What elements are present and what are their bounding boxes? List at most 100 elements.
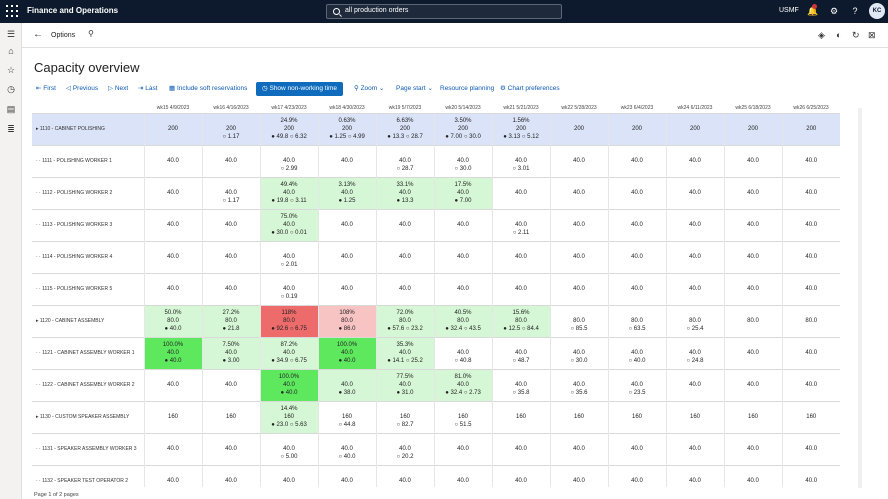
office-icon[interactable]: ◐ <box>836 30 842 40</box>
capacity-cell[interactable]: 40.0 ● 38.0 <box>317 368 376 401</box>
capacity-cell[interactable]: 40.0 <box>491 272 550 305</box>
capacity-cell[interactable]: 40.0 <box>143 272 202 305</box>
first-button[interactable]: ⇤ First <box>36 85 56 92</box>
table-row[interactable]: · · 1121 - CABINET ASSEMBLY WORKER 1 100.… <box>32 336 840 369</box>
capacity-cell[interactable]: 40.0 ○ 30.0 <box>549 336 608 369</box>
zoom-button[interactable]: ⚲ Zoom ⌄ <box>354 85 385 92</box>
capacity-cell[interactable]: 40.0 <box>201 272 260 305</box>
capacity-cell[interactable]: 40.0 <box>375 208 434 241</box>
capacity-cell[interactable]: 27.2% 80.0 ● 21.8 <box>201 304 260 337</box>
table-row[interactable]: · · 1111 - POLISHING WORKER 1 40.0 40.0 … <box>32 144 840 177</box>
close-icon[interactable]: ⊠ <box>868 30 876 40</box>
capacity-cell[interactable]: 81.0% 40.0 ● 32.4 ○ 2.73 <box>433 368 492 401</box>
capacity-cell[interactable]: 40.0 <box>723 208 782 241</box>
capacity-cell[interactable]: 40.0 <box>317 464 376 487</box>
capacity-cell[interactable]: 200 <box>607 112 666 145</box>
capacity-cell[interactable]: 7.50% 40.0 ● 3.00 <box>201 336 260 369</box>
table-row[interactable]: · · 1131 - SPEAKER ASSEMBLY WORKER 3 40.… <box>32 432 840 465</box>
capacity-cell[interactable]: 40.0 <box>143 144 202 177</box>
capacity-cell[interactable]: 80.0 ○ 25.4 <box>665 304 724 337</box>
capacity-cell[interactable]: 40.0 <box>723 432 782 465</box>
home-icon[interactable]: ⌂ <box>8 46 14 56</box>
capacity-cell[interactable]: 40.0 <box>723 368 782 401</box>
capacity-cell[interactable]: 160 ○ 82.7 <box>375 400 434 433</box>
capacity-cell[interactable]: 77.5% 40.0 ● 31.0 <box>375 368 434 401</box>
capacity-cell[interactable]: 75.0% 40.0 ● 30.0 ○ 0.01 <box>259 208 318 241</box>
avatar[interactable]: KC <box>869 3 885 19</box>
capacity-cell[interactable]: 40.0 <box>549 208 608 241</box>
menu-icon[interactable]: ☰ <box>6 29 16 39</box>
capacity-cell[interactable]: 108% 80.0 ● 86.0 <box>317 304 376 337</box>
capacity-cell[interactable]: 40.0 <box>607 176 666 209</box>
capacity-cell[interactable]: 40.0 ○ 0.19 <box>259 272 318 305</box>
capacity-cell[interactable]: 40.0 <box>491 464 550 487</box>
capacity-cell[interactable]: 14.4% 160 ● 23.0 ○ 5.63 <box>259 400 318 433</box>
capacity-cell[interactable]: 24.9% 200 ● 49.8 ○ 6.32 <box>259 112 318 145</box>
workspace-icon[interactable]: ▤ <box>6 104 16 114</box>
capacity-cell[interactable]: 40.0 ○ 28.7 <box>375 144 434 177</box>
capacity-cell[interactable]: 40.0 <box>317 144 376 177</box>
table-row[interactable]: · · 1114 - POLISHING WORKER 4 40.0 40.0 … <box>32 240 840 273</box>
capacity-cell[interactable]: 40.0 ○ 24.8 <box>665 336 724 369</box>
resource-label[interactable]: ▸ 1130 - CUSTOM SPEAKER ASSEMBLY <box>32 400 144 433</box>
table-row[interactable]: ▸ 1110 - CABINET POLISHING 200 200 ○ 1.17… <box>32 112 840 145</box>
capacity-cell[interactable]: 80.0 <box>723 304 782 337</box>
resource-label[interactable]: ▸ 1120 - CABINET ASSEMBLY <box>32 304 144 337</box>
capacity-cell[interactable]: 40.0 <box>491 432 550 465</box>
capacity-cell[interactable]: 87.2% 40.0 ● 34.9 ○ 6.75 <box>259 336 318 369</box>
capacity-cell[interactable]: 160 <box>491 400 550 433</box>
capacity-cell[interactable]: 40.0 ○ 35.6 <box>549 368 608 401</box>
capacity-cell[interactable]: 40.0 <box>549 144 608 177</box>
help-icon[interactable]: ? <box>852 6 858 16</box>
back-arrow-icon[interactable]: ← <box>33 29 43 40</box>
capacity-cell[interactable]: 40.0 <box>781 368 840 401</box>
capacity-cell[interactable]: 40.0 ○ 3.01 <box>491 144 550 177</box>
capacity-cell[interactable]: 200 <box>781 112 840 145</box>
table-row[interactable]: ▸ 1120 - CABINET ASSEMBLY 50.0% 80.0 ● 40.0… <box>32 304 840 337</box>
capacity-cell[interactable]: 40.0 <box>143 240 202 273</box>
next-button[interactable]: ▷ Next <box>108 85 129 92</box>
capacity-cell[interactable]: 100.0% 40.0 ● 40.0 <box>259 368 318 401</box>
capacity-cell[interactable]: 40.0 <box>143 208 202 241</box>
capacity-cell[interactable]: 100.0% 40.0 ● 40.0 <box>143 336 202 369</box>
soft-reservations-button[interactable]: ▦ Include soft reservations <box>169 85 248 92</box>
capacity-cell[interactable]: 200 <box>143 112 202 145</box>
capacity-cell[interactable]: 40.0 <box>723 176 782 209</box>
capacity-cell[interactable]: 3.13% 40.0 ● 1.25 <box>317 176 376 209</box>
capacity-cell[interactable]: 40.0 <box>781 336 840 369</box>
app-launcher-icon[interactable] <box>6 5 18 17</box>
capacity-cell[interactable]: 40.0 <box>317 208 376 241</box>
options-menu[interactable]: Options <box>51 32 76 39</box>
capacity-cell[interactable]: 40.0 <box>433 464 492 487</box>
capacity-cell[interactable]: 40.0 <box>201 208 260 241</box>
capacity-cell[interactable]: 40.0 <box>781 464 840 487</box>
capacity-cell[interactable]: 40.0 ○ 35.8 <box>491 368 550 401</box>
capacity-cell[interactable]: 200 <box>549 112 608 145</box>
capacity-cell[interactable]: 50.0% 80.0 ● 40.0 <box>143 304 202 337</box>
resource-label[interactable]: · · 1122 - CABINET ASSEMBLY WORKER 2 <box>32 368 144 401</box>
capacity-cell[interactable]: 40.0 <box>491 176 550 209</box>
capacity-cell[interactable]: 200 ○ 1.17 <box>201 112 260 145</box>
table-row[interactable]: · · 1132 - SPEAKER TEST OPERATOR 2 40.0 … <box>32 464 840 487</box>
capacity-cell[interactable]: 40.0 <box>781 432 840 465</box>
capacity-cell[interactable]: 160 <box>201 400 260 433</box>
capacity-cell[interactable]: 40.0 ○ 40.0 <box>317 432 376 465</box>
capacity-cell[interactable]: 40.0 <box>781 208 840 241</box>
table-row[interactable]: · · 1112 - POLISHING WORKER 2 40.0 40.0 ○… <box>32 176 840 209</box>
capacity-cell[interactable]: 40.0 ○ 20.2 <box>375 432 434 465</box>
resource-label[interactable]: · · 1115 - POLISHING WORKER 5 <box>32 272 144 305</box>
previous-button[interactable]: ◁ Previous <box>66 85 99 92</box>
capacity-cell[interactable]: 80.0 ○ 63.5 <box>607 304 666 337</box>
resource-label[interactable]: · · 1121 - CABINET ASSEMBLY WORKER 1 <box>32 336 144 369</box>
find-icon[interactable]: ⚲ <box>88 29 94 38</box>
table-row[interactable]: · · 1122 - CABINET ASSEMBLY WORKER 2 40.… <box>32 368 840 401</box>
capacity-cell[interactable]: 40.0 <box>143 176 202 209</box>
capacity-cell[interactable]: 40.0 <box>723 336 782 369</box>
capacity-cell[interactable]: 40.0 ○ 2.99 <box>259 144 318 177</box>
capacity-cell[interactable]: 160 <box>549 400 608 433</box>
resource-label[interactable]: · · 1113 - POLISHING WORKER 3 <box>32 208 144 241</box>
last-button[interactable]: ⇥ Last <box>138 85 158 92</box>
capacity-cell[interactable]: 40.0 <box>201 144 260 177</box>
capacity-cell[interactable]: 40.0 <box>723 272 782 305</box>
capacity-cell[interactable]: 40.0 <box>549 240 608 273</box>
